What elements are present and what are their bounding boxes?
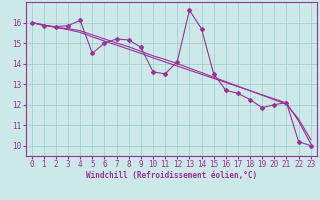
X-axis label: Windchill (Refroidissement éolien,°C): Windchill (Refroidissement éolien,°C) bbox=[86, 171, 257, 180]
